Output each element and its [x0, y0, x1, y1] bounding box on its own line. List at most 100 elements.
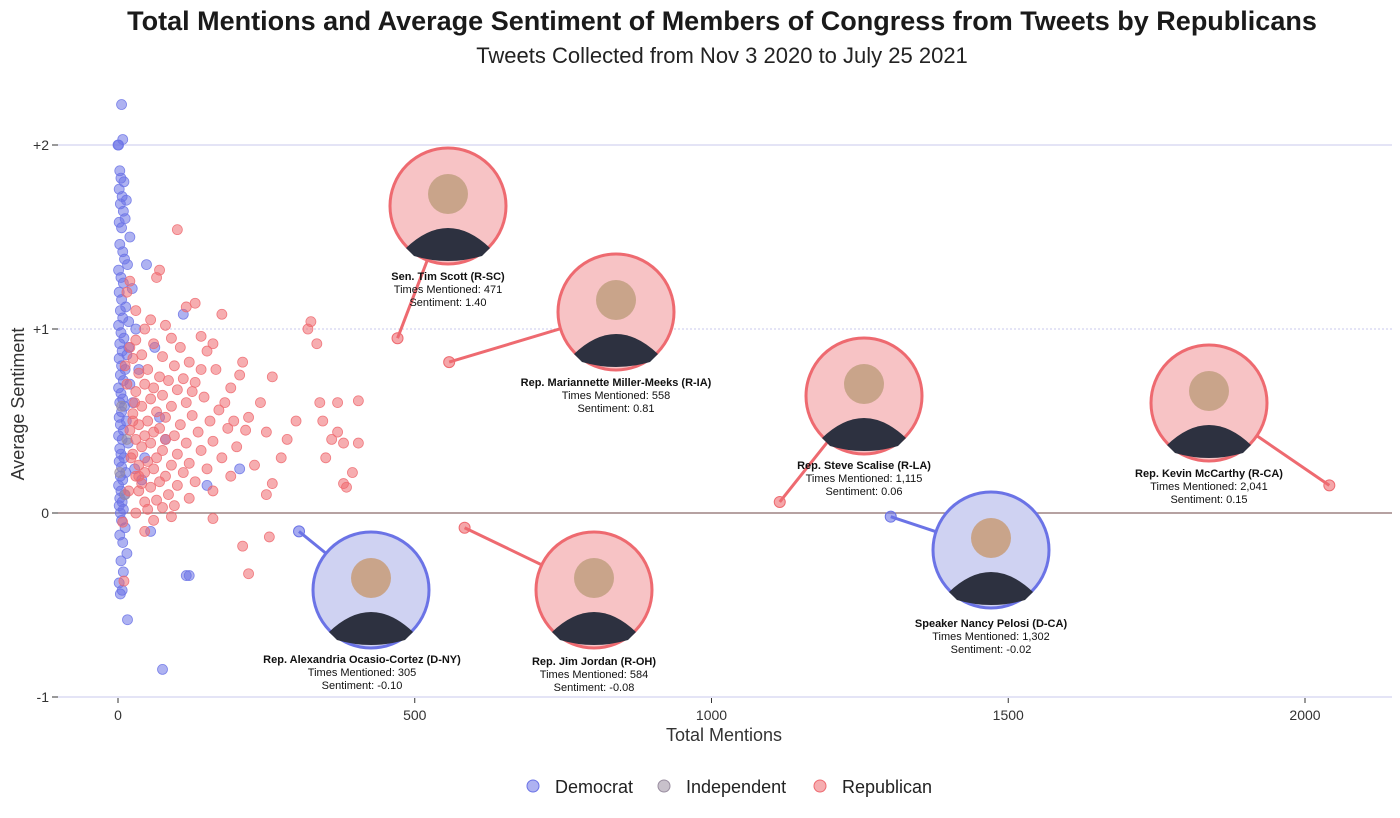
- democrat-point: [123, 316, 135, 328]
- annotation-connector: [396, 259, 429, 339]
- republican-point: [163, 489, 174, 501]
- republican-point: [127, 353, 139, 364]
- republican-point: [192, 426, 204, 438]
- republican-point: [320, 452, 332, 464]
- republican-point: [157, 389, 168, 401]
- annotation-mentions: Times Mentioned: 1,302: [932, 631, 1050, 643]
- republican-point: [177, 467, 189, 478]
- republican-point: [210, 364, 222, 375]
- democrat-point: [117, 566, 129, 578]
- republican-point: [123, 485, 135, 497]
- republican-point: [311, 338, 323, 350]
- republican-point: [219, 397, 231, 409]
- y-tick-label: -1: [37, 689, 50, 705]
- portrait-body: [552, 612, 636, 645]
- annotation-name: Rep. Kevin McCarthy (R-CA): [1135, 468, 1283, 480]
- annotation-sentiment: Sentiment: 1.40: [409, 297, 486, 309]
- republican-point: [130, 386, 142, 397]
- republican-point: [204, 415, 216, 427]
- republican-point: [130, 305, 142, 317]
- republican-point: [139, 526, 151, 537]
- republican-point: [171, 384, 183, 396]
- republican-point: [142, 415, 154, 427]
- annotation-point: [458, 521, 471, 534]
- republican-point: [326, 433, 338, 445]
- republican-point: [213, 404, 225, 416]
- portrait-body: [949, 572, 1033, 605]
- republican-point: [133, 367, 145, 379]
- republican-point: [157, 351, 168, 363]
- republican-point: [352, 395, 364, 407]
- republican-point: [174, 419, 186, 431]
- republican-point: [145, 481, 157, 493]
- annotation-connector: [448, 327, 561, 364]
- legend-label: Republican: [842, 777, 932, 797]
- annotation-sentiment: Sentiment: 0.81: [577, 403, 654, 415]
- republican-point: [130, 507, 142, 519]
- chart-subtitle: Tweets Collected from Nov 3 2020 to July…: [476, 43, 968, 68]
- legend: Democrat Independent Republican: [526, 777, 932, 797]
- annotation-sentiment: Sentiment: 0.06: [825, 486, 902, 498]
- republican-point: [174, 341, 186, 353]
- republican-point: [266, 371, 278, 383]
- annotation-sentiment: Sentiment: -0.10: [322, 680, 403, 692]
- republican-point: [133, 470, 145, 482]
- republican-point: [189, 476, 201, 488]
- y-axis-title: Average Sentiment: [8, 328, 28, 481]
- republican-point: [151, 406, 162, 418]
- democrat-point: [122, 259, 133, 271]
- republican-point: [207, 513, 219, 524]
- republican-point: [189, 376, 201, 388]
- democrat-point: [116, 222, 127, 234]
- republican-point: [228, 415, 240, 427]
- republican-point: [189, 297, 201, 309]
- republican-point: [198, 391, 210, 403]
- x-tick-label: 2000: [1289, 707, 1320, 723]
- annotation-point: [293, 525, 306, 538]
- y-tick-label: +2: [33, 137, 49, 153]
- republican-point: [171, 448, 183, 460]
- republican-point: [163, 375, 174, 386]
- republican-point: [154, 371, 165, 383]
- democrat-point: [117, 537, 129, 548]
- portrait-head: [844, 364, 884, 404]
- annotation-callout: Sen. Tim Scott (R-SC)Times Mentioned: 47…: [388, 146, 508, 345]
- portrait-head: [1189, 371, 1229, 411]
- y-tick-label: 0: [41, 505, 49, 521]
- portrait-head: [574, 558, 614, 598]
- republican-point: [195, 330, 207, 342]
- republican-point: [157, 502, 168, 513]
- portrait-body: [329, 612, 413, 645]
- legend-label: Democrat: [555, 777, 633, 797]
- republican-point: [148, 426, 160, 438]
- democrat-point: [112, 139, 124, 151]
- legend-swatch: [657, 779, 671, 793]
- republican-point: [183, 356, 195, 368]
- republican-point: [201, 345, 213, 357]
- republican-point: [139, 378, 151, 390]
- grid-layer: [58, 144, 1392, 698]
- republican-point: [266, 478, 278, 489]
- portrait-head: [351, 558, 391, 598]
- republican-point: [180, 437, 192, 449]
- annotation-sentiment: Sentiment: -0.08: [554, 682, 635, 694]
- annotation-sentiment: Sentiment: 0.15: [1170, 494, 1247, 506]
- republican-point: [125, 452, 137, 464]
- republican-point: [148, 463, 160, 475]
- portrait-head: [596, 280, 636, 320]
- republican-point: [148, 382, 160, 394]
- republican-point: [332, 426, 343, 438]
- republican-point: [124, 424, 136, 436]
- portrait-head: [971, 518, 1011, 558]
- republican-point: [142, 364, 154, 375]
- portrait-body: [1167, 425, 1251, 458]
- republican-point: [171, 224, 183, 236]
- republican-point: [166, 332, 177, 344]
- republican-point: [216, 308, 228, 320]
- republican-point: [186, 386, 198, 397]
- republican-point: [142, 503, 154, 515]
- republican-point: [168, 430, 180, 442]
- republican-point: [260, 426, 272, 438]
